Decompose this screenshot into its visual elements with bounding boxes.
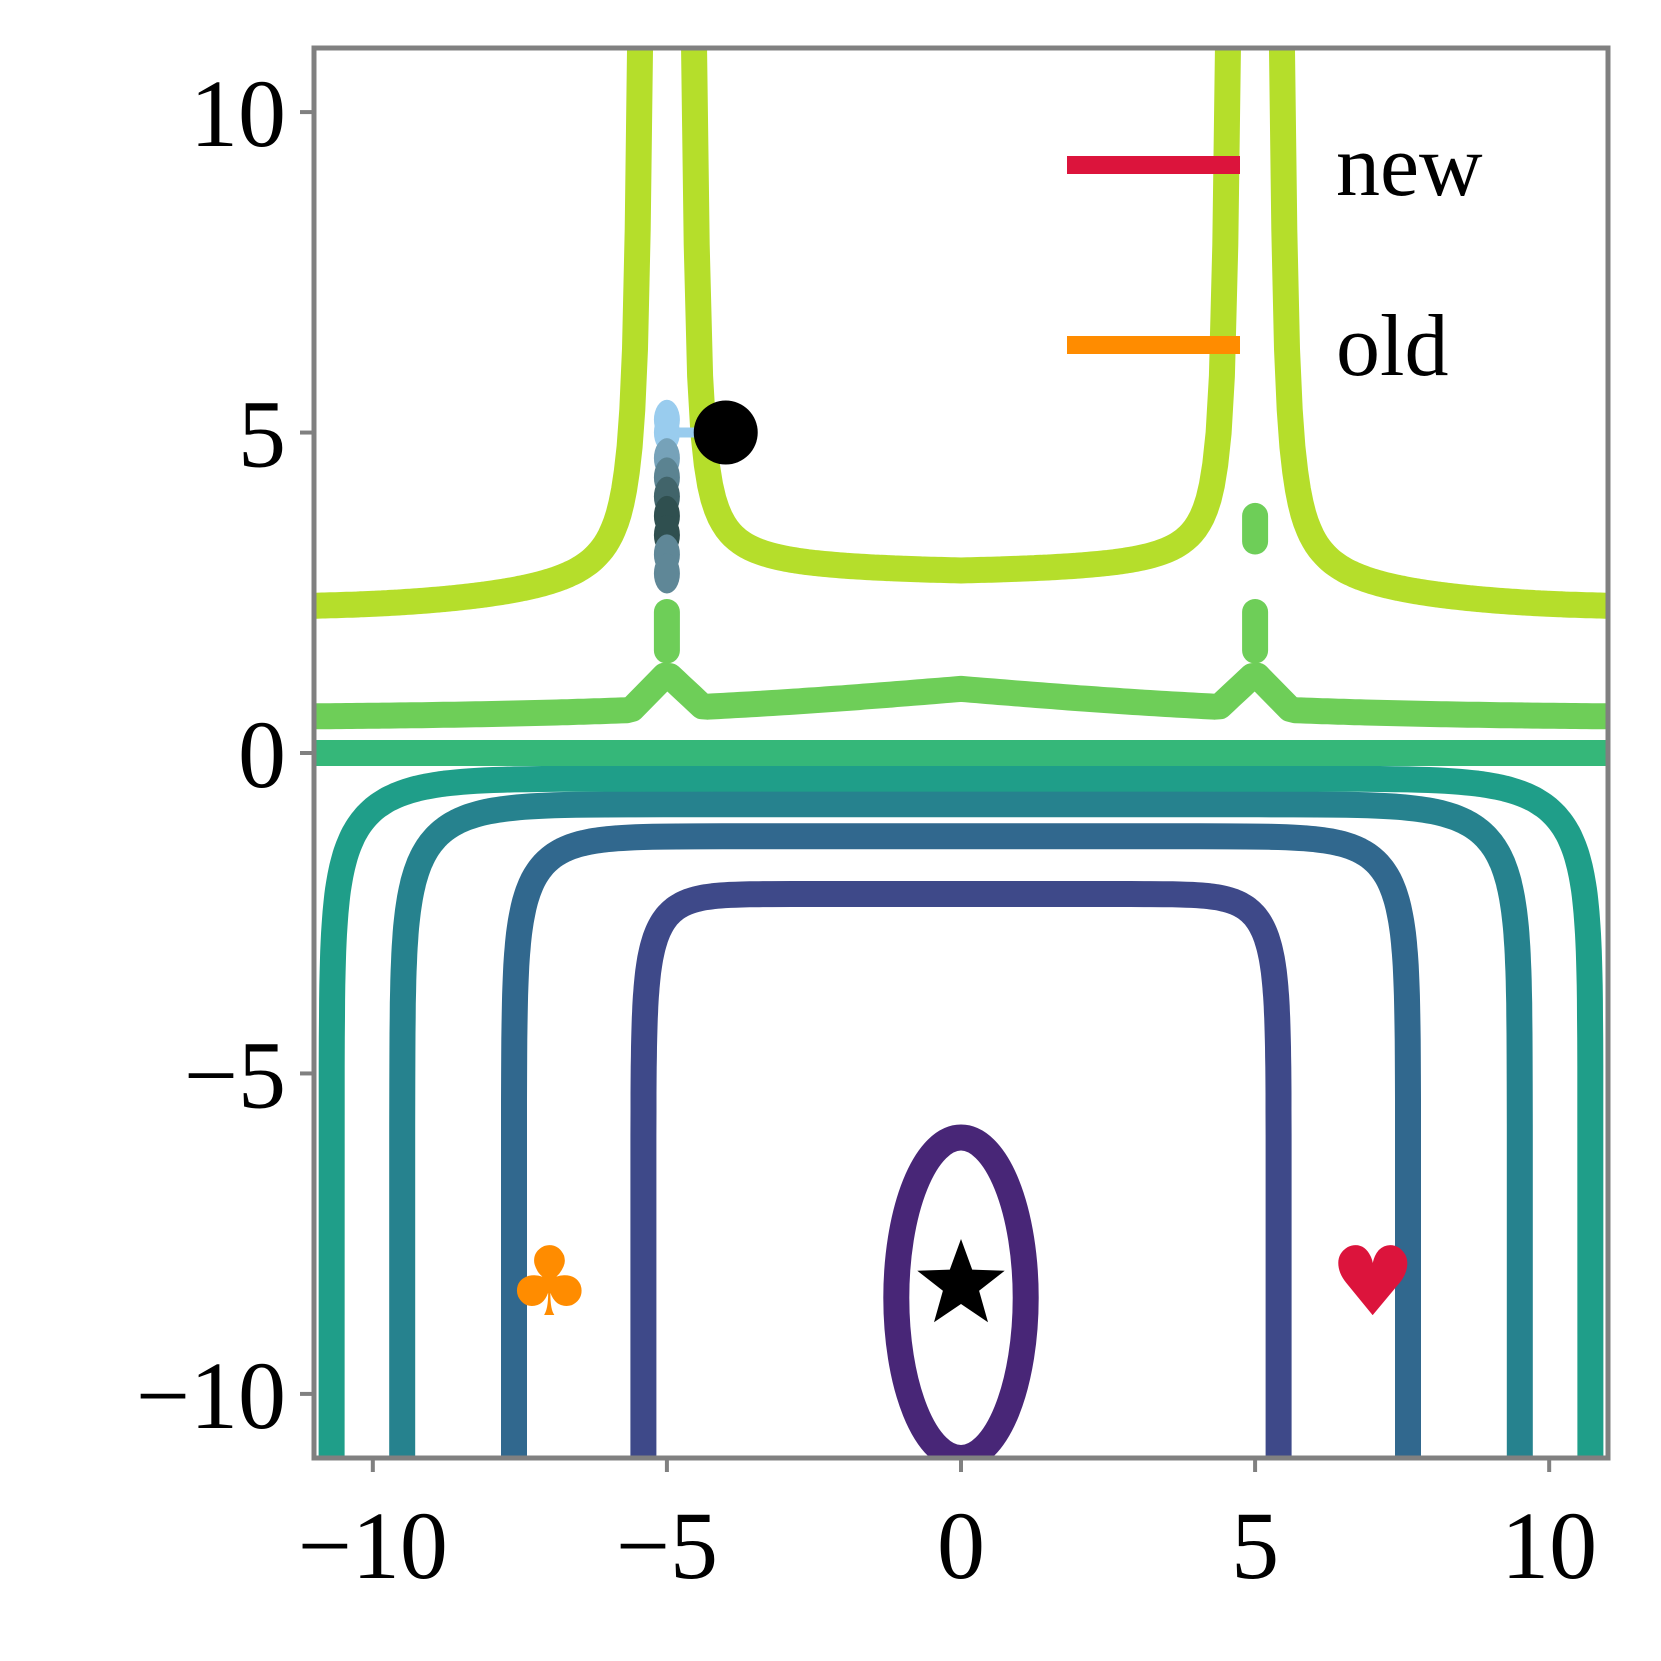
x-tick-label: 5 [1231, 1492, 1279, 1599]
contour-line-2 [630, 881, 1292, 1458]
contour-line-3 [501, 823, 1421, 1458]
y-tick-label: −10 [136, 1342, 286, 1449]
y-tick-label: −5 [184, 1021, 286, 1128]
optimum-star [917, 1239, 1005, 1323]
x-axis-ticks: −10 −5 0 5 10 [298, 1458, 1597, 1599]
trajectory-point [653, 553, 680, 594]
start-point [693, 400, 758, 465]
old-club-marker: ♣ [506, 1226, 592, 1338]
contour-line-8-left [314, 48, 654, 619]
legend: new old [1067, 118, 1483, 395]
contour-line-8-right [1268, 48, 1608, 619]
legend-label-old: old [1336, 298, 1448, 395]
x-tick-label: 0 [937, 1492, 985, 1599]
contour-line-4 [389, 791, 1533, 1458]
legend-label-new: new [1336, 118, 1483, 215]
contour-line-5 [318, 765, 1604, 1458]
contour-line-8-middle [681, 48, 1241, 584]
markers: ♣ ♥ [506, 400, 1416, 1338]
y-axis-ticks: 10 5 0 −5 −10 [136, 60, 314, 1449]
x-tick-label: −10 [298, 1492, 448, 1599]
x-tick-label: 10 [1501, 1492, 1597, 1599]
contour-lines [314, 48, 1608, 1458]
y-tick-label: 10 [190, 60, 286, 167]
contour-line-7 [314, 662, 1608, 730]
new-heart-marker: ♥ [1330, 1226, 1416, 1338]
y-tick-label: 5 [238, 381, 286, 488]
x-tick-label: −5 [616, 1492, 718, 1599]
y-tick-label: 0 [238, 701, 286, 808]
